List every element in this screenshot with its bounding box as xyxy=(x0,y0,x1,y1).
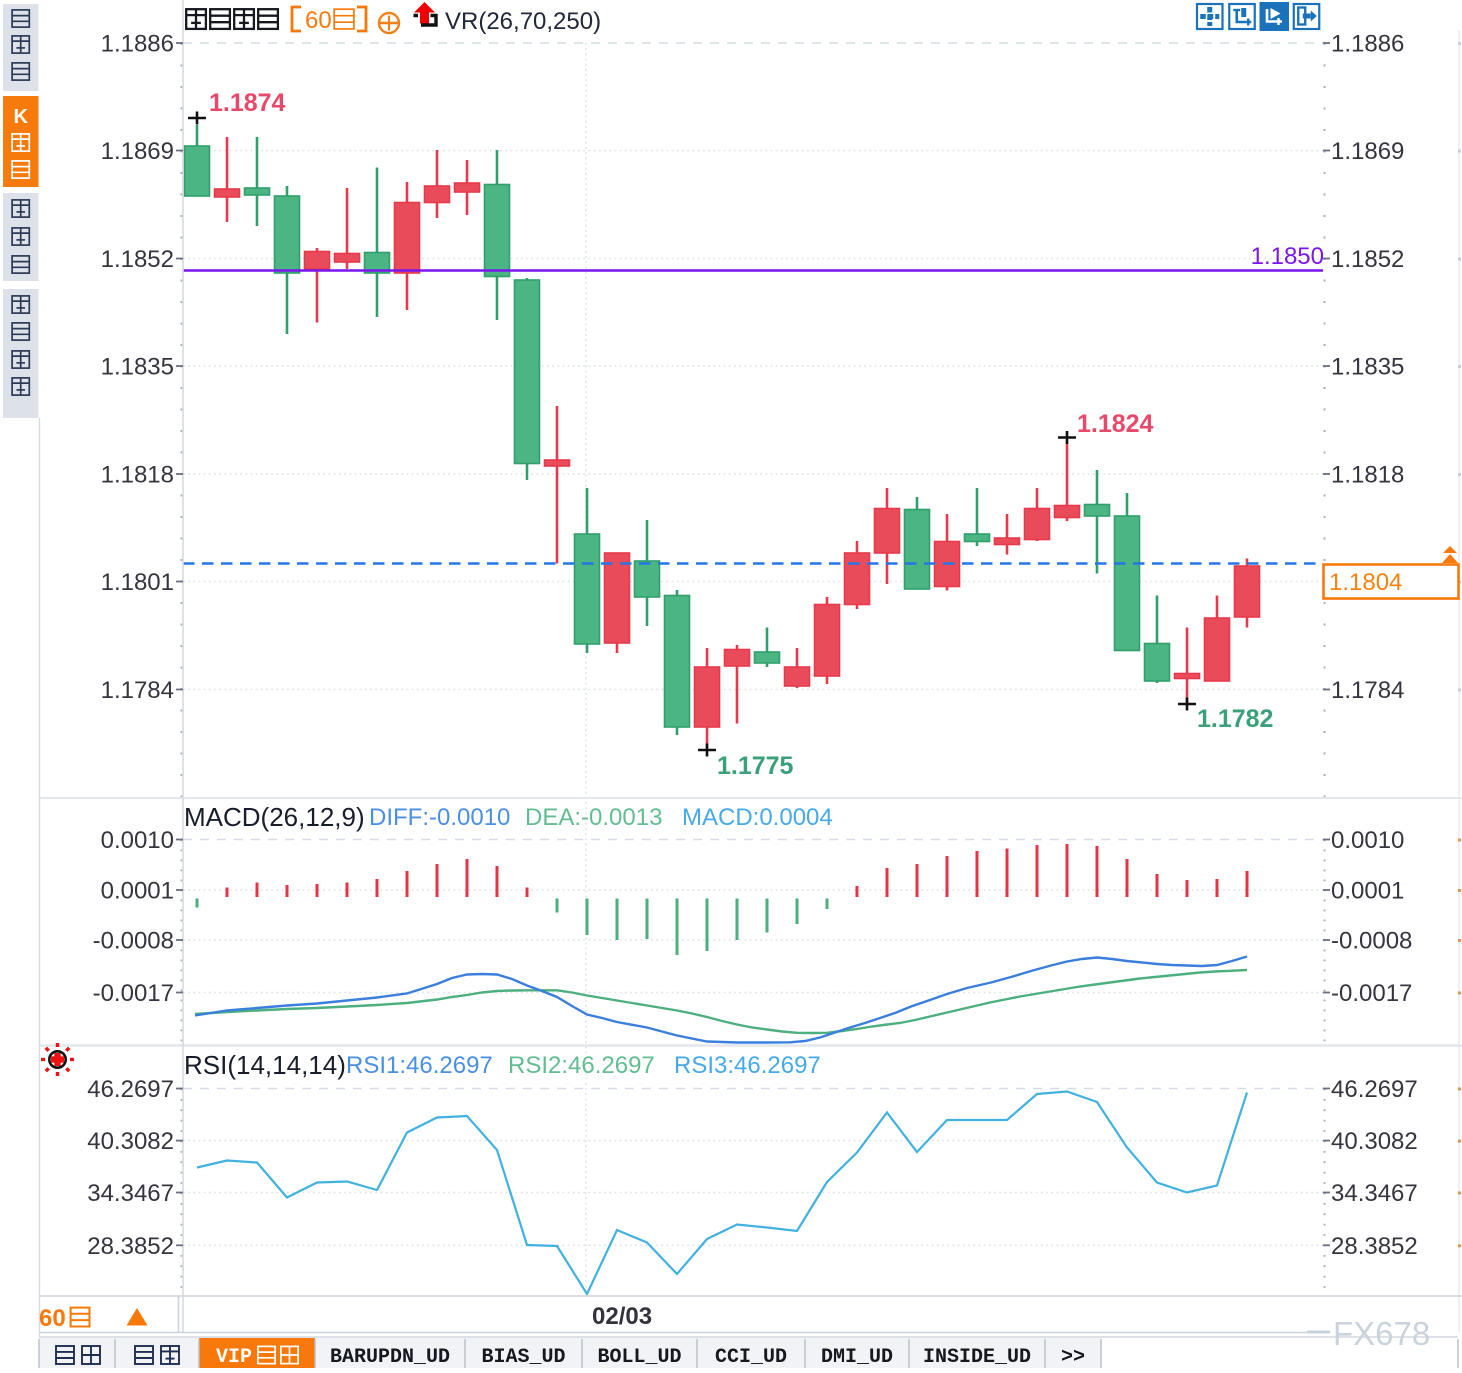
svg-text:0.0001: 0.0001 xyxy=(101,878,174,905)
svg-text:28.3852: 28.3852 xyxy=(87,1233,174,1260)
svg-text:40.3082: 40.3082 xyxy=(1331,1128,1418,1155)
svg-text:1.1784: 1.1784 xyxy=(101,677,174,704)
svg-text:02/03: 02/03 xyxy=(592,1303,652,1330)
svg-text:1.1886: 1.1886 xyxy=(1331,31,1404,58)
svg-text:-0.0008: -0.0008 xyxy=(1331,928,1412,955)
svg-text:DIFF:-0.0010: DIFF:-0.0010 xyxy=(369,804,510,831)
svg-text:1.1818: 1.1818 xyxy=(101,462,174,489)
svg-text:34.3467: 34.3467 xyxy=(1331,1180,1418,1207)
svg-text:-0.0008: -0.0008 xyxy=(93,928,174,955)
svg-text:FX678: FX678 xyxy=(1333,1315,1430,1352)
svg-text:MACD(26,12,9): MACD(26,12,9) xyxy=(184,802,365,832)
svg-text:-0.0017: -0.0017 xyxy=(93,980,174,1007)
svg-text:1.1824: 1.1824 xyxy=(1077,410,1154,438)
svg-text:1.1869: 1.1869 xyxy=(101,138,174,165)
svg-text:DMI_UD: DMI_UD xyxy=(821,1346,893,1368)
svg-text:BIAS_UD: BIAS_UD xyxy=(481,1346,565,1368)
svg-text:1.1886: 1.1886 xyxy=(101,31,174,58)
svg-text:1.1784: 1.1784 xyxy=(1331,677,1404,704)
svg-text:VIP: VIP xyxy=(216,1346,252,1368)
svg-text:-0.0017: -0.0017 xyxy=(1331,980,1412,1007)
svg-text:RSI(14,14,14): RSI(14,14,14) xyxy=(184,1050,346,1080)
svg-text:>>: >> xyxy=(1061,1346,1085,1368)
svg-text:1.1804: 1.1804 xyxy=(1329,569,1402,596)
svg-text:INSIDE_UD: INSIDE_UD xyxy=(923,1346,1031,1368)
svg-text:RSI3:46.2697: RSI3:46.2697 xyxy=(674,1052,821,1079)
svg-text:BOLL_UD: BOLL_UD xyxy=(597,1346,681,1368)
svg-text:46.2697: 46.2697 xyxy=(87,1076,174,1103)
svg-text:K: K xyxy=(13,106,28,128)
svg-text:1.1852: 1.1852 xyxy=(101,246,174,273)
svg-text:60: 60 xyxy=(305,7,332,34)
svg-text:1.1801: 1.1801 xyxy=(101,569,174,596)
svg-text:1.1782: 1.1782 xyxy=(1197,705,1273,733)
svg-text:VR(26,70,250): VR(26,70,250) xyxy=(445,8,601,35)
svg-text:28.3852: 28.3852 xyxy=(1331,1233,1418,1260)
svg-text:RSI2:46.2697: RSI2:46.2697 xyxy=(508,1052,655,1079)
svg-text:34.3467: 34.3467 xyxy=(87,1180,174,1207)
svg-text:0.0010: 0.0010 xyxy=(101,827,174,854)
svg-text:1.1874: 1.1874 xyxy=(209,89,286,117)
svg-text:46.2697: 46.2697 xyxy=(1331,1076,1418,1103)
svg-text:1.1835: 1.1835 xyxy=(101,354,174,381)
svg-text:0.0001: 0.0001 xyxy=(1331,878,1404,905)
svg-text:CCI_UD: CCI_UD xyxy=(715,1346,787,1368)
svg-text:1.1869: 1.1869 xyxy=(1331,138,1404,165)
svg-text:1.1818: 1.1818 xyxy=(1331,462,1404,489)
svg-text:MACD:0.0004: MACD:0.0004 xyxy=(682,804,833,831)
svg-text:60: 60 xyxy=(39,1305,66,1332)
svg-text:1.1775: 1.1775 xyxy=(717,752,794,780)
svg-text:1.1835: 1.1835 xyxy=(1331,354,1404,381)
svg-text:1.1852: 1.1852 xyxy=(1331,246,1404,273)
svg-text:1.1850: 1.1850 xyxy=(1251,243,1324,270)
svg-text:RSI1:46.2697: RSI1:46.2697 xyxy=(346,1052,493,1079)
svg-text:BARUPDN_UD: BARUPDN_UD xyxy=(330,1346,450,1368)
svg-text:40.3082: 40.3082 xyxy=(87,1128,174,1155)
svg-text:DEA:-0.0013: DEA:-0.0013 xyxy=(525,804,662,831)
svg-text:0.0010: 0.0010 xyxy=(1331,827,1404,854)
